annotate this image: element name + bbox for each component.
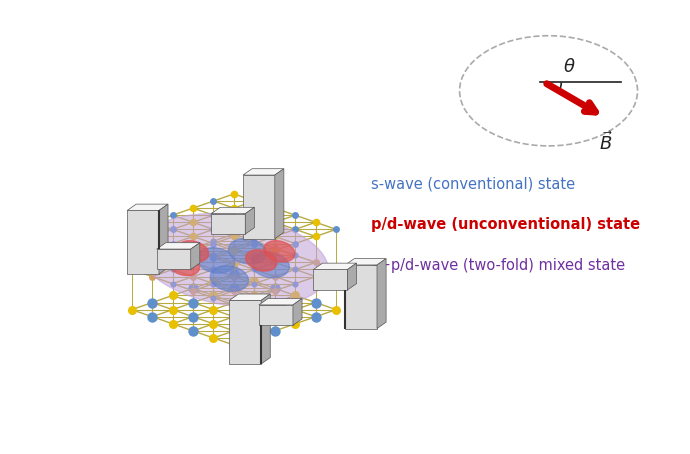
Ellipse shape: [251, 252, 289, 278]
Polygon shape: [229, 294, 270, 301]
Ellipse shape: [168, 254, 199, 276]
Polygon shape: [157, 243, 200, 249]
Polygon shape: [348, 263, 357, 290]
Polygon shape: [159, 204, 168, 274]
Ellipse shape: [197, 248, 235, 273]
Polygon shape: [157, 249, 190, 270]
Polygon shape: [259, 305, 293, 326]
Polygon shape: [229, 301, 262, 364]
Polygon shape: [259, 299, 302, 305]
Polygon shape: [190, 243, 200, 270]
Polygon shape: [313, 263, 357, 270]
Text: $\theta$: $\theta$: [564, 58, 576, 75]
Polygon shape: [345, 259, 386, 265]
Text: p/d-wave (unconventional) state: p/d-wave (unconventional) state: [371, 217, 640, 232]
Polygon shape: [377, 259, 386, 329]
Polygon shape: [293, 299, 302, 326]
Polygon shape: [243, 175, 275, 239]
Ellipse shape: [228, 239, 266, 264]
Polygon shape: [245, 207, 255, 234]
Polygon shape: [345, 265, 377, 329]
Polygon shape: [243, 169, 284, 175]
Polygon shape: [313, 270, 348, 290]
Ellipse shape: [264, 241, 295, 262]
Polygon shape: [275, 169, 284, 239]
Text: s-wave (conventional) state: s-wave (conventional) state: [371, 176, 575, 192]
Polygon shape: [127, 204, 168, 211]
Polygon shape: [262, 294, 270, 364]
Polygon shape: [211, 207, 255, 214]
Ellipse shape: [139, 213, 328, 307]
Polygon shape: [211, 214, 245, 234]
Polygon shape: [127, 211, 159, 274]
Ellipse shape: [177, 241, 208, 262]
Ellipse shape: [210, 266, 248, 291]
Text: s+p/d-wave (two-fold) mixed state: s+p/d-wave (two-fold) mixed state: [371, 258, 626, 273]
Text: $\vec{B}$: $\vec{B}$: [599, 131, 613, 154]
Ellipse shape: [246, 250, 277, 271]
